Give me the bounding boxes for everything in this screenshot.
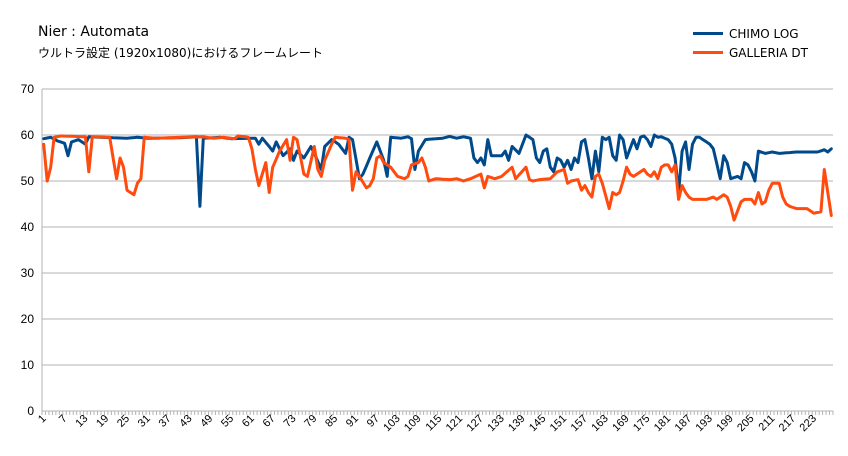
x-tick-label-49: 49 <box>198 413 215 430</box>
x-tick-label-121: 121 <box>444 413 465 434</box>
chart-legend: CHIMO LOG GALLERIA DT <box>693 24 808 62</box>
legend-label-chimo-log: CHIMO LOG <box>729 26 799 41</box>
x-tick-label-79: 79 <box>302 413 319 430</box>
x-tick-label-193: 193 <box>693 413 714 434</box>
legend-swatch-galleria-dt <box>693 51 723 54</box>
x-tick-label-13: 13 <box>73 413 90 430</box>
x-tick-label-187: 187 <box>673 413 694 434</box>
x-tick-label-199: 199 <box>714 413 735 434</box>
chart-subtitle: ウルトラ設定 (1920x1080)におけるフレームレート <box>38 46 323 60</box>
x-tick-label-181: 181 <box>652 413 673 434</box>
x-tick-label-115: 115 <box>423 413 444 434</box>
legend-label-galleria-dt: GALLERIA DT <box>729 45 808 60</box>
y-tick-label-60: 60 <box>21 128 35 142</box>
x-tick-label-133: 133 <box>485 413 506 434</box>
y-tick-label-0: 0 <box>27 404 34 418</box>
x-tick-label-73: 73 <box>281 413 298 430</box>
x-tick-label-157: 157 <box>569 413 590 434</box>
x-tick-label-19: 19 <box>94 413 111 430</box>
legend-swatch-chimo-log <box>693 32 723 35</box>
x-tick-label-139: 139 <box>506 413 527 434</box>
y-tick-label-20: 20 <box>21 312 35 326</box>
x-tick-label-85: 85 <box>323 413 340 430</box>
x-tick-label-37: 37 <box>157 413 174 430</box>
x-tick-label-67: 67 <box>261 413 278 430</box>
x-tick-label-109: 109 <box>402 413 423 434</box>
x-tick-label-217: 217 <box>777 413 798 434</box>
x-tick-label-151: 151 <box>548 413 569 434</box>
y-tick-label-70: 70 <box>21 82 35 96</box>
y-tick-label-30: 30 <box>21 266 35 280</box>
x-tick-label-103: 103 <box>381 413 402 434</box>
x-tick-label-55: 55 <box>219 413 236 430</box>
x-tick-label-145: 145 <box>527 413 548 434</box>
x-tick-label-31: 31 <box>136 413 153 430</box>
x-tick-label-61: 61 <box>240 413 257 430</box>
x-tick-label-205: 205 <box>735 413 756 434</box>
y-tick-label-10: 10 <box>21 358 35 372</box>
x-tick-label-43: 43 <box>177 413 194 430</box>
y-tick-label-50: 50 <box>21 174 35 188</box>
y-tick-label-40: 40 <box>21 220 35 234</box>
x-tick-label-127: 127 <box>465 413 486 434</box>
chart-title: Nier : Automata <box>38 24 150 40</box>
x-tick-label-211: 211 <box>757 413 778 434</box>
series-line-galleria-dt <box>42 134 833 222</box>
legend-item-galleria-dt: GALLERIA DT <box>693 43 808 62</box>
series-line-chimo-log <box>42 133 833 208</box>
x-tick-label-97: 97 <box>365 413 382 430</box>
x-tick-label-163: 163 <box>589 413 610 434</box>
x-tick-label-223: 223 <box>798 413 819 434</box>
legend-item-chimo-log: CHIMO LOG <box>693 24 808 43</box>
x-tick-label-25: 25 <box>115 413 132 430</box>
x-tick-label-169: 169 <box>610 413 631 434</box>
x-tick-label-175: 175 <box>631 413 652 434</box>
x-tick-label-91: 91 <box>344 413 361 430</box>
